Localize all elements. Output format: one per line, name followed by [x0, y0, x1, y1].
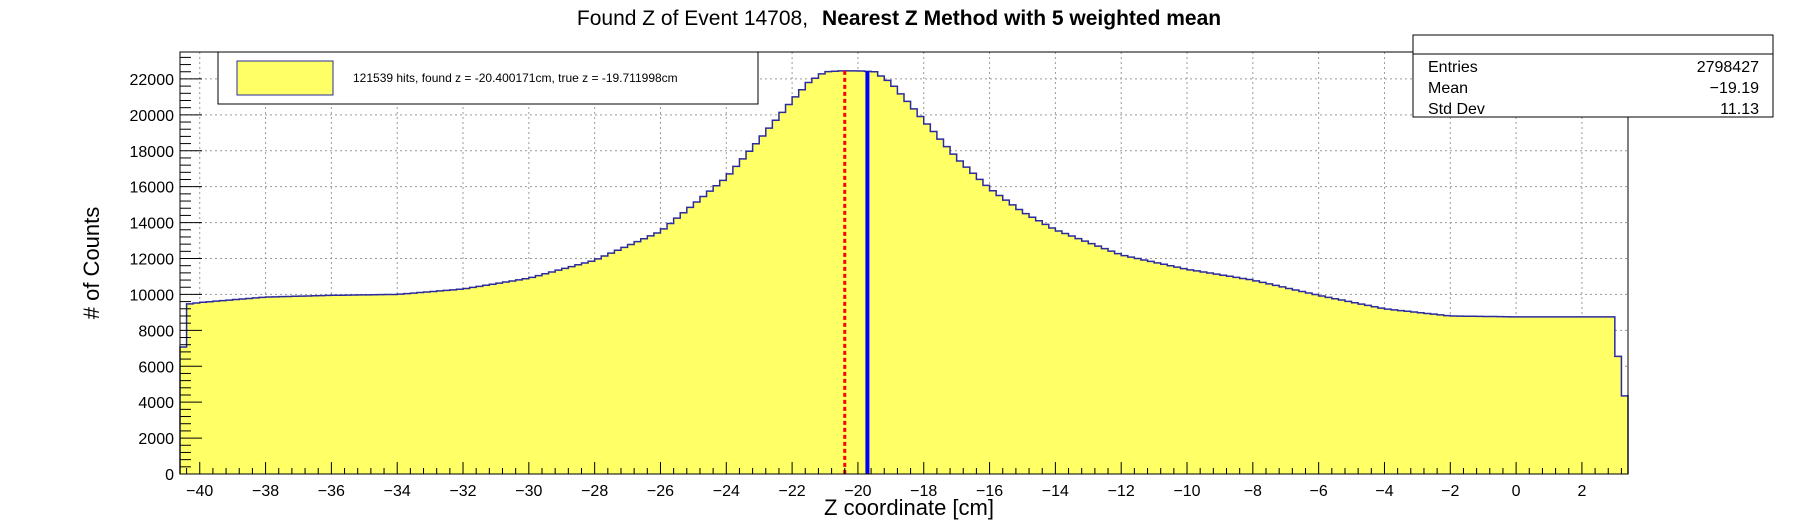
x-tick-label: −8 [1244, 483, 1262, 500]
x-axis-ticks: −40 −38 −36 −34 −32 −30 −28 −26 −24 −22 −20 −18 −16−… [186, 462, 1622, 500]
x-tick-label: −38 [252, 483, 279, 500]
y-tick-label: 22000 [130, 72, 175, 89]
stats-entries-value: 2798427 [1697, 59, 1759, 76]
x-tick-label: −36 [318, 483, 345, 500]
x-tick-label: −14 [1042, 483, 1069, 500]
x-tick-label: 0 [1512, 483, 1521, 500]
y-tick-label: 2000 [138, 431, 174, 448]
stats-box-frame [1412, 34, 1774, 118]
x-tick-label: −28 [581, 483, 608, 500]
y-tick-label: 10000 [130, 287, 175, 304]
y-tick-label: 20000 [130, 108, 175, 125]
x-tick-label: −20 [844, 483, 871, 500]
x-tick-label: −26 [647, 483, 674, 500]
chart-title: Found Z of Event 14708, Nearest Z Method … [577, 7, 1221, 30]
x-tick-label: −34 [384, 483, 411, 500]
y-tick-label: 8000 [138, 323, 174, 340]
y-tick-label: 0 [165, 467, 174, 484]
x-tick-label: −2 [1441, 483, 1459, 500]
y-tick-label: 6000 [138, 359, 174, 376]
legend: 121539 hits, found z = -20.400171cm, tru… [217, 51, 759, 105]
histogram-outline [179, 70, 1629, 474]
y-axis-title: # of Counts [79, 207, 104, 320]
chart-title-prefix: Found Z of Event 14708, [577, 7, 808, 30]
plot-frame [179, 51, 1629, 475]
y-axis-ticks: 0 2000 4000 6000 8000 10000 12000 14000 16000 180… [130, 56, 202, 484]
x-axis-title: Z coordinate [cm] [824, 495, 994, 520]
x-tick-label: −32 [449, 483, 476, 500]
stats-box: Entries 2798427 Mean −19.19 Std Dev 11.1… [1412, 34, 1774, 118]
x-tick-label: −40 [186, 483, 213, 500]
legend-label: 121539 hits, found z = -20.400171cm, tru… [353, 71, 678, 85]
stats-mean-value: −19.19 [1710, 80, 1759, 97]
y-tick-label: 4000 [138, 395, 174, 412]
x-tick-label: −4 [1375, 483, 1393, 500]
x-tick-label: −22 [779, 483, 806, 500]
y-tick-label: 14000 [130, 216, 175, 233]
x-tick-label: −30 [515, 483, 542, 500]
stats-stddev-value: 11.13 [1720, 101, 1759, 118]
y-tick-label: 18000 [130, 144, 175, 161]
x-tick-label: 2 [1577, 483, 1586, 500]
chart-title-bold: Nearest Z Method with 5 weighted mean [822, 7, 1221, 30]
x-tick-label: −6 [1310, 483, 1328, 500]
stats-stddev-label: Std Dev [1428, 101, 1485, 118]
x-tick-label: −12 [1108, 483, 1135, 500]
x-tick-label: −18 [910, 483, 937, 500]
y-tick-label: 16000 [130, 180, 175, 197]
y-tick-label: 12000 [130, 252, 175, 269]
stats-entries-label: Entries [1428, 59, 1478, 76]
x-tick-label: −16 [976, 483, 1003, 500]
x-tick-label: −24 [713, 483, 740, 500]
legend-swatch [236, 60, 334, 96]
x-tick-label: −10 [1173, 483, 1200, 500]
histogram-fill [180, 70, 1628, 475]
stats-mean-label: Mean [1428, 80, 1468, 97]
